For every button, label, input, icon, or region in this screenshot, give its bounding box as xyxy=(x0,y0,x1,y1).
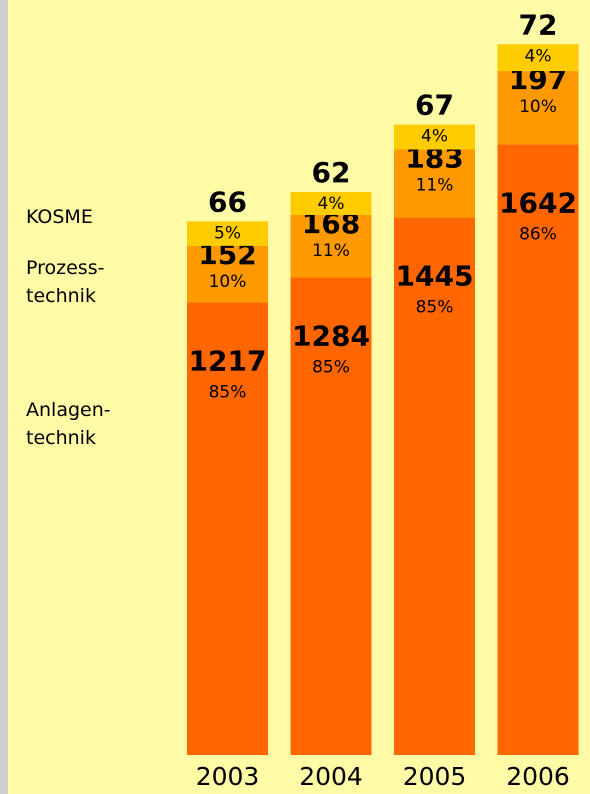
share-label: 10% xyxy=(209,272,247,292)
bar-segment xyxy=(497,44,579,72)
value-label: 72 xyxy=(519,8,558,41)
x-tick-label: 2005 xyxy=(403,762,467,791)
share-label: 5% xyxy=(214,223,241,243)
bar-segment xyxy=(394,149,475,218)
bar-segment xyxy=(497,71,579,145)
value-label: 66 xyxy=(208,185,247,218)
bar-segment xyxy=(187,245,268,303)
share-label: 86% xyxy=(519,224,557,244)
value-label: 1445 xyxy=(396,260,474,293)
share-label: 4% xyxy=(525,46,552,66)
x-tick-label: 2004 xyxy=(299,762,363,791)
x-tick-label: 2006 xyxy=(506,762,570,791)
bar-segment xyxy=(497,144,579,755)
bar-segment xyxy=(394,124,475,150)
value-label: 1217 xyxy=(189,344,267,377)
value-label: 62 xyxy=(312,156,351,189)
legend-label: Anlagen- technik xyxy=(26,399,111,449)
value-label: 67 xyxy=(415,89,454,122)
share-label: 10% xyxy=(519,97,557,117)
share-label: 4% xyxy=(318,194,345,214)
share-label: 85% xyxy=(416,298,454,318)
bar-segment xyxy=(394,217,475,755)
share-label: 85% xyxy=(209,382,247,402)
bar-segment xyxy=(187,302,268,755)
share-label: 4% xyxy=(421,127,448,147)
bar-segment xyxy=(290,277,372,755)
legend-label: Prozess- technik xyxy=(26,257,105,307)
bar-segment xyxy=(290,191,372,215)
share-label: 11% xyxy=(416,176,454,196)
share-label: 85% xyxy=(312,357,350,377)
share-label: 11% xyxy=(312,241,350,261)
value-label: 1284 xyxy=(292,319,370,352)
bar-segment xyxy=(290,214,372,278)
legend-label: KOSME xyxy=(26,206,93,228)
side-strip xyxy=(0,0,8,794)
bar-segment xyxy=(187,221,268,246)
value-label: 1642 xyxy=(499,186,577,219)
x-tick-label: 2003 xyxy=(196,762,260,791)
